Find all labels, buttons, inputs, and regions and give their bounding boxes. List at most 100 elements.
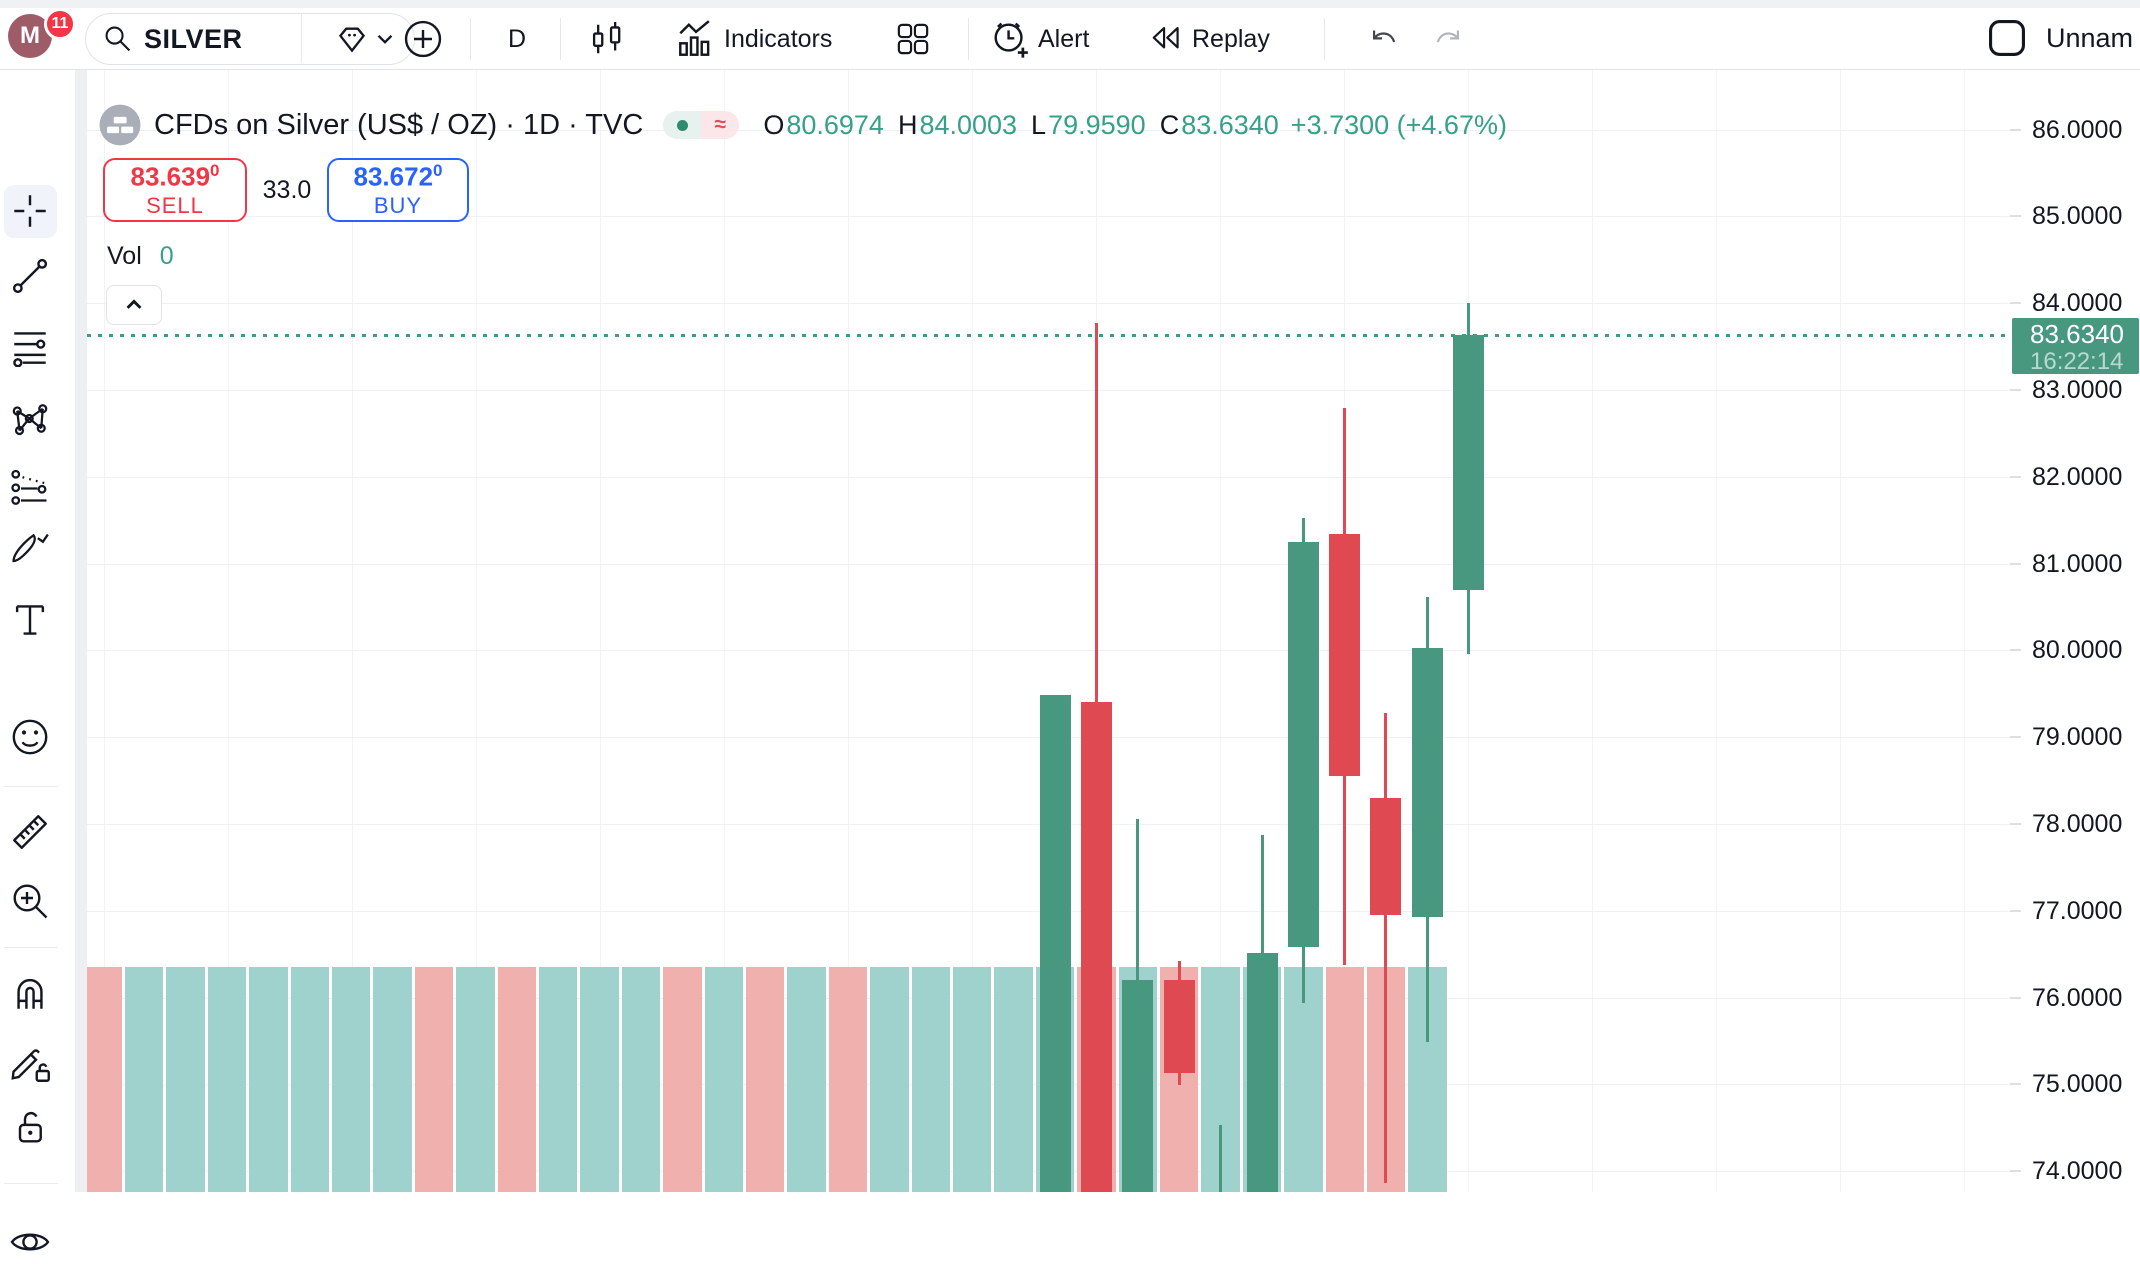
magnet-tool[interactable]: [8, 971, 52, 1015]
volume-bar: [414, 967, 454, 1192]
last-price-line: [87, 333, 2010, 337]
chart-pane[interactable]: [87, 70, 2010, 1192]
buy-button[interactable]: 83.6720 BUY: [327, 158, 469, 222]
measure-tool[interactable]: [8, 810, 52, 854]
layout-menu[interactable]: Unnam: [1984, 12, 2133, 64]
chart-style-button[interactable]: [584, 16, 630, 62]
alert-label: Alert: [1038, 24, 1090, 53]
indicators-label: Indicators: [724, 24, 833, 53]
fib-retracement-tool[interactable]: [8, 325, 52, 369]
price-axis[interactable]: 83.6340 16:22:14 74.0000 75.0000 76.0000 77…: [2010, 70, 2140, 1192]
last-price-time: 16:22:14: [2030, 347, 2124, 375]
collapse-legend-button[interactable]: [106, 285, 162, 325]
market-status-pills[interactable]: ≈: [663, 111, 740, 139]
toolbar-divider: [470, 18, 471, 60]
pattern-xabcd-tool[interactable]: [8, 398, 52, 442]
symbol-title[interactable]: CFDs on Silver (US$ / OZ) · 1D · TVC: [154, 108, 644, 141]
axis-price-label: 75.0000: [2032, 1070, 2123, 1099]
spread-value: 33.0: [262, 175, 312, 204]
interval-button[interactable]: D: [494, 16, 540, 62]
lock-all-tool[interactable]: [8, 1105, 52, 1149]
brush-tool[interactable]: [8, 524, 52, 568]
toolbar-divider: [4, 1183, 58, 1184]
axis-tick: [2010, 128, 2021, 131]
candle-body: [1411, 647, 1443, 917]
axis-tick: [2010, 1170, 2021, 1173]
volume-bar: [580, 967, 619, 1192]
indicators-button[interactable]: Indicators: [676, 16, 832, 62]
projection-tool[interactable]: [8, 465, 52, 509]
replay-label: Replay: [1192, 24, 1270, 53]
vertical-gridline: [724, 70, 725, 1192]
selected-tool-highlight: [4, 185, 57, 238]
toolbar-divider: [560, 18, 561, 60]
horizontal-gridline: [87, 650, 2010, 652]
diamond-icon: [334, 21, 370, 57]
trend-line-tool[interactable]: [8, 254, 52, 298]
vertical-gridline: [1964, 70, 1965, 1192]
undo-button[interactable]: [1362, 16, 1408, 62]
toolbar-divider: [4, 786, 58, 787]
vertical-gridline: [352, 70, 353, 1192]
zoom-in-tool[interactable]: [8, 879, 52, 923]
vol-label: Vol: [107, 242, 142, 270]
sell-button[interactable]: 83.6390 SELL: [103, 158, 247, 222]
candle-wick: [1218, 1125, 1222, 1192]
hide-drawings-tool[interactable]: [8, 1220, 52, 1264]
notification-badge: 11: [44, 8, 76, 40]
axis-tick: [2010, 823, 2021, 825]
drawing-lock-tool[interactable]: [8, 1040, 52, 1084]
low-label: L: [1031, 109, 1047, 140]
chevron-down-icon: [376, 30, 394, 48]
vertical-gridline: [848, 70, 849, 1192]
vertical-gridline: [104, 70, 105, 1192]
add-symbol-button[interactable]: [400, 16, 446, 62]
axis-price-label: 77.0000: [2032, 896, 2123, 925]
text-tool[interactable]: [8, 598, 52, 642]
undo-arrow-icon: [1368, 22, 1402, 56]
emoji-tool[interactable]: [8, 715, 52, 759]
vertical-gridline: [1840, 70, 1841, 1192]
market-open-pill[interactable]: [663, 111, 702, 139]
vertical-gridline: [600, 70, 601, 1192]
user-avatar[interactable]: M 11: [8, 8, 76, 58]
candle-body: [1328, 534, 1360, 777]
vertical-gridline: [1592, 70, 1593, 1192]
volume-legend: Vol 0: [107, 242, 174, 271]
replay-button[interactable]: Replay: [1148, 16, 1270, 62]
pill-divider: [301, 14, 302, 63]
layout-name-label: Unnam: [2046, 22, 2134, 53]
volume-bar: [663, 967, 702, 1192]
high-label: H: [897, 109, 918, 140]
volume-bar: [621, 967, 661, 1192]
volume-bar: [704, 967, 744, 1192]
interval-label: D: [507, 24, 527, 53]
axis-price-label: 86.0000: [2032, 115, 2123, 144]
candle-body: [1369, 797, 1401, 916]
silver-logo-icon: [98, 103, 142, 147]
volume-bar: [373, 967, 412, 1192]
vol-value: 0: [159, 242, 174, 270]
axis-tick: [2010, 649, 2021, 652]
axis-price-label: 83.0000: [2032, 376, 2123, 404]
horizontal-gridline: [87, 390, 2010, 391]
crosshair-tool[interactable]: [8, 189, 52, 233]
sell-label: SELL: [146, 192, 204, 218]
volume-bar: [87, 967, 123, 1192]
volume-bar: [497, 967, 537, 1192]
alert-button[interactable]: Alert: [990, 16, 1089, 62]
chevron-up-icon: [124, 295, 144, 315]
toolbar-divider: [968, 18, 969, 60]
layout-square-icon: [1984, 15, 2030, 61]
indicator-templates-button[interactable]: [890, 16, 936, 62]
supercharts-menu[interactable]: [314, 14, 414, 63]
delayed-data-pill[interactable]: ≈: [701, 111, 740, 139]
symbol-search[interactable]: SILVER: [85, 13, 415, 65]
volume-bar: [456, 967, 495, 1192]
open-value: 80.6974: [786, 109, 884, 140]
volume-bar: [249, 967, 288, 1192]
horizontal-gridline: [87, 476, 2010, 478]
change-value: +3.7300 (+4.67%): [1290, 109, 1507, 140]
toolbar-divider: [4, 947, 58, 948]
redo-button[interactable]: [1424, 16, 1470, 62]
